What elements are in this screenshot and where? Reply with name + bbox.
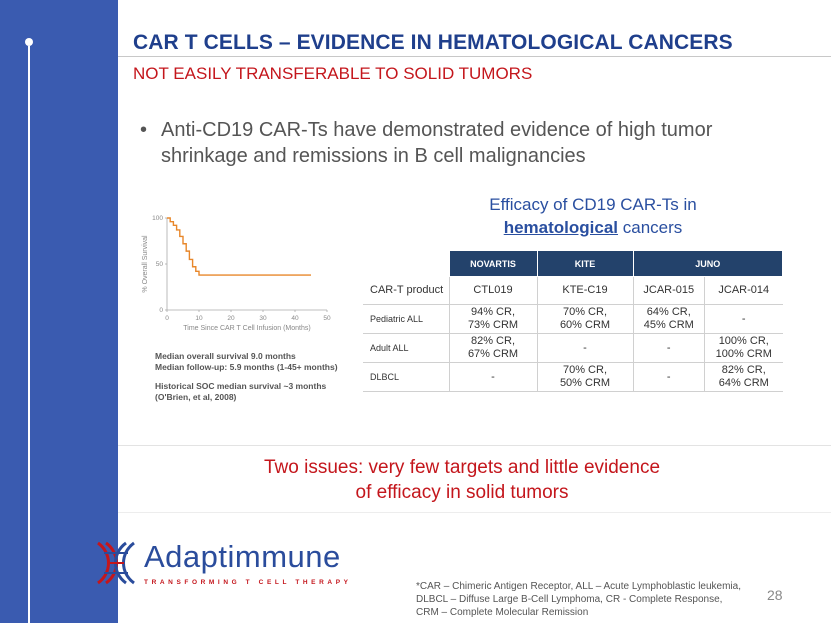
table-row: DLBCL -70% CR, 50% CRM -82% CR, 64% CRM [363, 362, 783, 392]
table-cell: - [632, 333, 705, 363]
stat-follow-up: Median follow-up: 5.9 months (1-45+ mont… [155, 362, 338, 372]
table-cell: 82% CR, 64% CRM [704, 362, 783, 392]
logo-tagline: TRANSFORMING T CELL THERAPY [144, 579, 352, 586]
sidebar-band [0, 0, 118, 623]
table-header-blank [363, 250, 449, 277]
header-juno: JUNO [632, 250, 783, 277]
chart-axes [166, 218, 327, 311]
table-cell: 70% CR, 60% CRM [536, 304, 633, 334]
y-tick-label: 50 [156, 261, 164, 268]
bullet-icon: • [140, 119, 148, 141]
section-divider [118, 445, 831, 446]
x-axis-label: Time Since CAR T Cell Infusion (Months) [183, 325, 310, 332]
x-tick-label: 0 [165, 315, 169, 322]
adaptimmune-logo: Adaptimmune TRANSFORMING T CELL THERAPY [90, 537, 360, 593]
survival-stats: Median overall survival 9.0 months Media… [155, 351, 338, 403]
table-row: Adult ALL 82% CR, 67% CRM - -100% CR, 100% CR… [363, 333, 783, 363]
table-cell: KTE-C19 [536, 276, 633, 305]
table-cell: - [448, 362, 537, 392]
y-tick-label: 100 [152, 215, 163, 222]
section-divider-lower [118, 512, 831, 513]
table-cell: 94% CR, 73% CRM [448, 304, 537, 334]
logo-wordmark: Adaptimmune [144, 539, 341, 574]
table-cell: CTL019 [448, 276, 537, 305]
stat-median-os: Median overall survival 9.0 months [155, 351, 296, 361]
efficacy-heading-pre: Efficacy of CD19 CAR-Ts in [489, 195, 697, 214]
stat-citation: (O'Brien, et al, 2008) [155, 392, 237, 402]
x-tick-label: 20 [227, 315, 235, 322]
stat-historical: Historical SOC median survival ~3 months [155, 381, 327, 391]
x-tick-label: 10 [195, 315, 203, 322]
table-cell: 82% CR, 67% CRM [448, 333, 537, 363]
title-divider [118, 56, 831, 57]
table-cell: - [632, 362, 705, 392]
x-tick-label: 30 [259, 315, 267, 322]
header-kite: KITE [536, 250, 634, 277]
bullet-text: Anti-CD19 CAR-Ts have demonstrated evide… [161, 119, 713, 167]
table-cell: JCAR-014 [704, 276, 783, 305]
table-cell: 100% CR, 100% CRM [704, 333, 783, 363]
header-novartis: NOVARTIS [448, 250, 538, 277]
slide-title: CAR T CELLS – EVIDENCE IN HEMATOLOGICAL … [133, 31, 733, 54]
row-label: CAR-T product [363, 276, 449, 305]
sidebar-rule [28, 46, 30, 623]
y-tick-label: 0 [159, 307, 163, 314]
chart-ticks: 0 10 20 30 40 50 0 50 100 [152, 215, 331, 322]
survival-curve [167, 217, 311, 276]
efficacy-table: NOVARTIS KITE JUNO CAR-T product CTL019 KT… [363, 250, 783, 392]
table-cell: JCAR-015 [632, 276, 705, 305]
efficacy-heading-bold: hematological [503, 218, 619, 237]
sidebar-dot [25, 38, 33, 46]
table-row: CAR-T product CTL019 KTE-C19 JCAR-015 JCAR-0… [363, 276, 783, 305]
slide-subtitle: NOT EASILY TRANSFERABLE TO SOLID TUMORS [133, 64, 533, 83]
page-number: 28 [767, 587, 783, 603]
bullet-point: • Anti-CD19 CAR-Ts have demonstrated evi… [140, 117, 790, 169]
efficacy-heading: Efficacy of CD19 CAR-Ts in hematological… [448, 193, 738, 239]
table-cell: 70% CR, 50% CRM [536, 362, 633, 392]
table-cell: - [704, 304, 783, 334]
table-header-row: NOVARTIS KITE JUNO [363, 250, 783, 277]
table-cell: - [536, 333, 633, 363]
row-label: Pediatric ALL [363, 304, 449, 334]
row-label: DLBCL [363, 362, 449, 392]
issues-callout: Two issues: very few targets and little … [263, 457, 661, 503]
survival-chart: 0 10 20 30 40 50 0 50 100 Time Since CAR T Cell … [142, 215, 331, 332]
efficacy-heading-post: cancers [622, 218, 683, 237]
table-row: Pediatric ALL 94% CR, 73% CRM 70% CR, 60% CR… [363, 304, 783, 334]
row-label: Adult ALL [363, 333, 449, 363]
table-cell: 64% CR, 45% CRM [632, 304, 705, 334]
x-tick-label: 50 [323, 315, 331, 322]
helix-icon [97, 541, 135, 585]
footnote: *CAR – Chimeric Antigen Receptor, ALL – … [416, 581, 741, 618]
y-axis-label: % Overall Survival [142, 235, 149, 293]
x-tick-label: 40 [291, 315, 299, 322]
